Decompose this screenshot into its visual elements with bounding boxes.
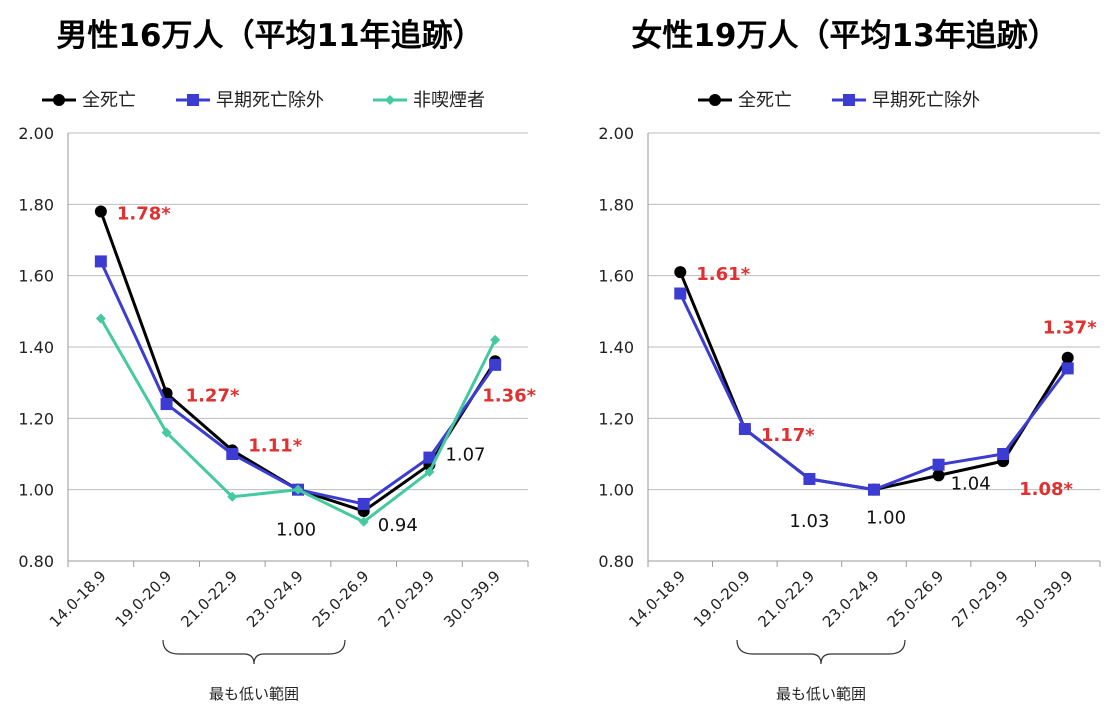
data-label: 1.17* [761,425,815,446]
x-tick-label: 27.0-29.9 [948,567,1012,631]
data-point [1061,362,1074,375]
y-tick-label: 1.00 [18,481,54,500]
y-tick-label: 1.40 [598,338,634,357]
y-tick-label: 2.00 [598,124,634,143]
chart-title-left: 男性16万人（平均11年追跡） [56,18,483,54]
chart-title-right: 女性19万人（平均13年追跡） [631,18,1058,54]
series-line-0 [678,271,1069,492]
x-tick-label: 14.0-18.9 [46,567,110,631]
data-point [95,313,106,324]
x-tick-label: 19.0-20.9 [112,567,176,631]
x-tick-label: 30.0-39.9 [1013,567,1077,631]
legend-label: 早期死亡除外 [216,90,324,111]
data-point [674,287,687,300]
data-point [738,423,751,436]
data-point [868,483,880,496]
legend-label: 非喫煙者 [413,90,485,111]
chart-panel-0: 0.80 1.00 1.20 1.40 1.60 1.80 2.00 14.0-18.9 19.… [18,90,536,703]
data-point [997,448,1010,460]
x-tick-label: 27.0-29.9 [374,567,438,631]
data-point [674,266,687,279]
data-label: 0.94 [378,515,418,536]
data-label: 1.36* [482,385,536,406]
chart-panel-1: 0.80 1.00 1.20 1.40 1.60 1.80 2.00 14.0-18.9 19.… [598,90,1101,703]
data-label: 1.61* [696,264,750,285]
y-tick-label: 1.20 [598,409,634,428]
x-tick-label: 21.0-22.9 [177,567,241,631]
data-point [160,398,173,411]
data-point [423,451,436,464]
series-line-1 [678,292,1069,492]
data-point [489,358,502,371]
x-tick-label: 25.0-26.9 [309,567,373,631]
data-label: 1.00 [866,508,906,529]
legend-marker [709,94,721,106]
legend-marker [385,95,395,105]
legend-label: 早期死亡除外 [872,90,980,111]
legend-marker [843,94,855,106]
data-point [226,448,239,460]
x-tick-label: 14.0-18.9 [625,567,689,631]
data-point [94,205,107,218]
data-label: 1.08* [1019,479,1073,500]
legend-label: 全死亡 [738,90,792,111]
range-note: 最も低い範囲 [209,685,299,703]
data-label: 1.11* [248,435,302,456]
range-bracket [162,639,346,665]
legend-marker [187,94,199,106]
y-tick-label: 1.60 [18,267,54,286]
data-label: 1.07 [445,445,485,466]
y-tick-label: 2.00 [18,124,54,143]
y-tick-label: 1.40 [18,338,54,357]
y-tick-label: 1.60 [598,267,634,286]
y-tick-label: 1.00 [598,481,634,500]
x-tick-label: 23.0-24.9 [243,567,307,631]
data-label: 1.03 [789,511,829,532]
data-point [293,484,303,495]
y-tick-label: 1.20 [18,409,54,428]
y-tick-label: 0.80 [598,552,634,571]
y-tick-label: 1.80 [18,195,54,214]
data-label: 1.27* [186,385,240,406]
series-line-1 [99,260,497,506]
x-tick-label: 21.0-22.9 [754,567,818,631]
x-tick-label: 30.0-39.9 [440,567,504,631]
y-tick-label: 1.80 [598,195,634,214]
x-tick-label: 23.0-24.9 [819,567,883,631]
data-point [357,497,370,510]
x-tick-label: 25.0-26.9 [884,567,948,631]
legend-marker [53,94,65,106]
data-label: 1.78* [117,203,171,224]
series-line-0 [99,210,497,513]
range-bracket [736,639,906,665]
data-label: 1.37* [1043,318,1097,339]
data-point [424,466,435,477]
data-point [1061,351,1074,364]
data-point [490,334,501,345]
data-label: 1.00 [276,520,316,541]
x-tick-label: 19.0-20.9 [690,567,754,631]
data-label: 1.04 [951,473,991,494]
data-point [803,472,816,485]
data-point [358,516,369,527]
data-point [161,427,172,438]
y-tick-label: 0.80 [18,552,54,571]
data-point [227,491,238,502]
range-note: 最も低い範囲 [776,685,866,703]
data-point [94,255,107,268]
data-point [932,458,945,471]
data-point [932,469,945,482]
legend-label: 全死亡 [82,90,136,111]
